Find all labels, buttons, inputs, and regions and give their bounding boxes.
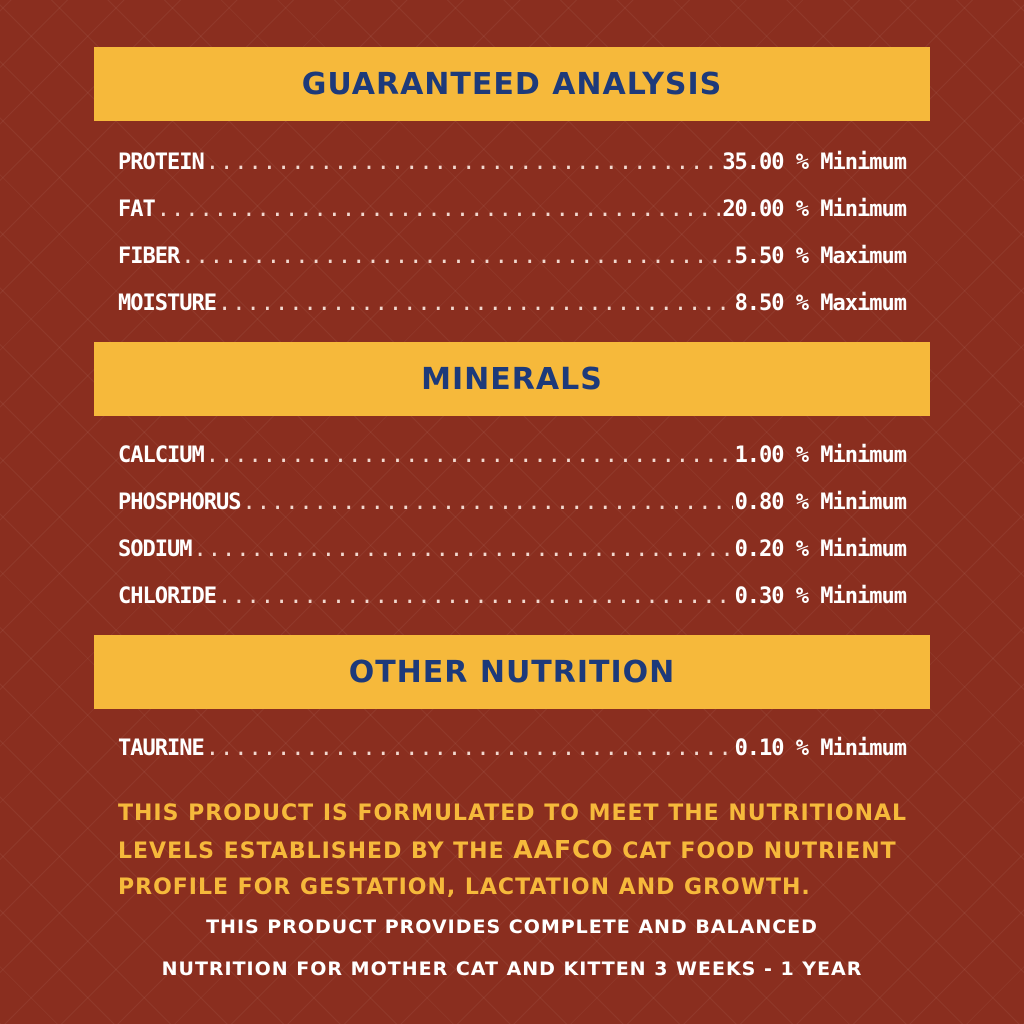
other-nutrition-header: OTHER NUTRITION [94,635,930,709]
row-label: TAURINE [118,736,205,761]
row-value: 8.50 % Maximum [734,291,907,316]
aafco-line-2-post: CAT FOOD NUTRIENT [613,839,897,864]
section-title: GUARANTEED ANALYSIS [301,66,723,102]
row-protein: PROTEIN ................................… [118,143,907,175]
statement-line-2: NUTRITION FOR MOTHER CAT AND KITTEN 3 WE… [161,958,863,980]
row-label: CHLORIDE [118,584,217,609]
dot-leader: ........................................… [156,197,721,222]
aafco-statement: THIS PRODUCT IS FORMULATED TO MEET THE N… [118,796,908,906]
dot-leader: ........................................… [205,736,733,761]
row-value: 20.00 % Minimum [722,197,907,222]
row-phosphorus: PHOSPHORUS .............................… [118,483,907,515]
aafco-line-3: PROFILE FOR GESTATION, LACTATION AND GRO… [118,875,811,900]
row-value: 35.00 % Minimum [722,150,907,175]
minerals-header: MINERALS [94,342,930,416]
row-fiber: FIBER ..................................… [118,237,907,269]
row-value: 0.30 % Minimum [734,584,907,609]
dot-leader: ........................................… [193,537,732,562]
row-label: MOISTURE [118,291,217,316]
aafco-line-2-pre: LEVELS ESTABLISHED BY THE [118,839,514,864]
row-value: 0.20 % Minimum [734,537,907,562]
row-label: PHOSPHORUS [118,490,241,515]
dot-leader: ........................................… [205,150,721,175]
dot-leader: ........................................… [217,584,733,609]
row-value: 0.80 % Minimum [734,490,907,515]
statement-line-1: THIS PRODUCT PROVIDES COMPLETE AND BALAN… [206,916,818,938]
row-fat: FAT ....................................… [118,190,907,222]
row-label: SODIUM [118,537,192,562]
aafco-brand: AAFCO [513,835,614,864]
aafco-line-2: LEVELS ESTABLISHED BY THE AAFCO CAT FOOD… [118,832,908,870]
dot-leader: ........................................… [181,244,733,269]
dot-leader: ........................................… [205,443,733,468]
guaranteed-analysis-header: GUARANTEED ANALYSIS [94,47,930,121]
row-chloride: CHLORIDE ...............................… [118,577,907,609]
row-calcium: CALCIUM ................................… [118,436,907,468]
row-taurine: TAURINE ................................… [118,729,907,761]
row-label: CALCIUM [118,443,205,468]
dot-leader: ........................................… [242,490,733,515]
row-label: FIBER [118,244,180,269]
aafco-line-1: THIS PRODUCT IS FORMULATED TO MEET THE N… [118,801,908,826]
row-sodium: SODIUM .................................… [118,530,907,562]
row-value: 0.10 % Minimum [734,736,907,761]
row-label: FAT [118,197,156,222]
section-title: MINERALS [421,361,603,397]
row-value: 1.00 % Minimum [734,443,907,468]
row-moisture: MOISTURE ...............................… [118,284,907,316]
section-title: OTHER NUTRITION [348,654,676,690]
row-value: 5.50 % Maximum [734,244,907,269]
row-label: PROTEIN [118,150,205,175]
dot-leader: ........................................… [217,291,733,316]
